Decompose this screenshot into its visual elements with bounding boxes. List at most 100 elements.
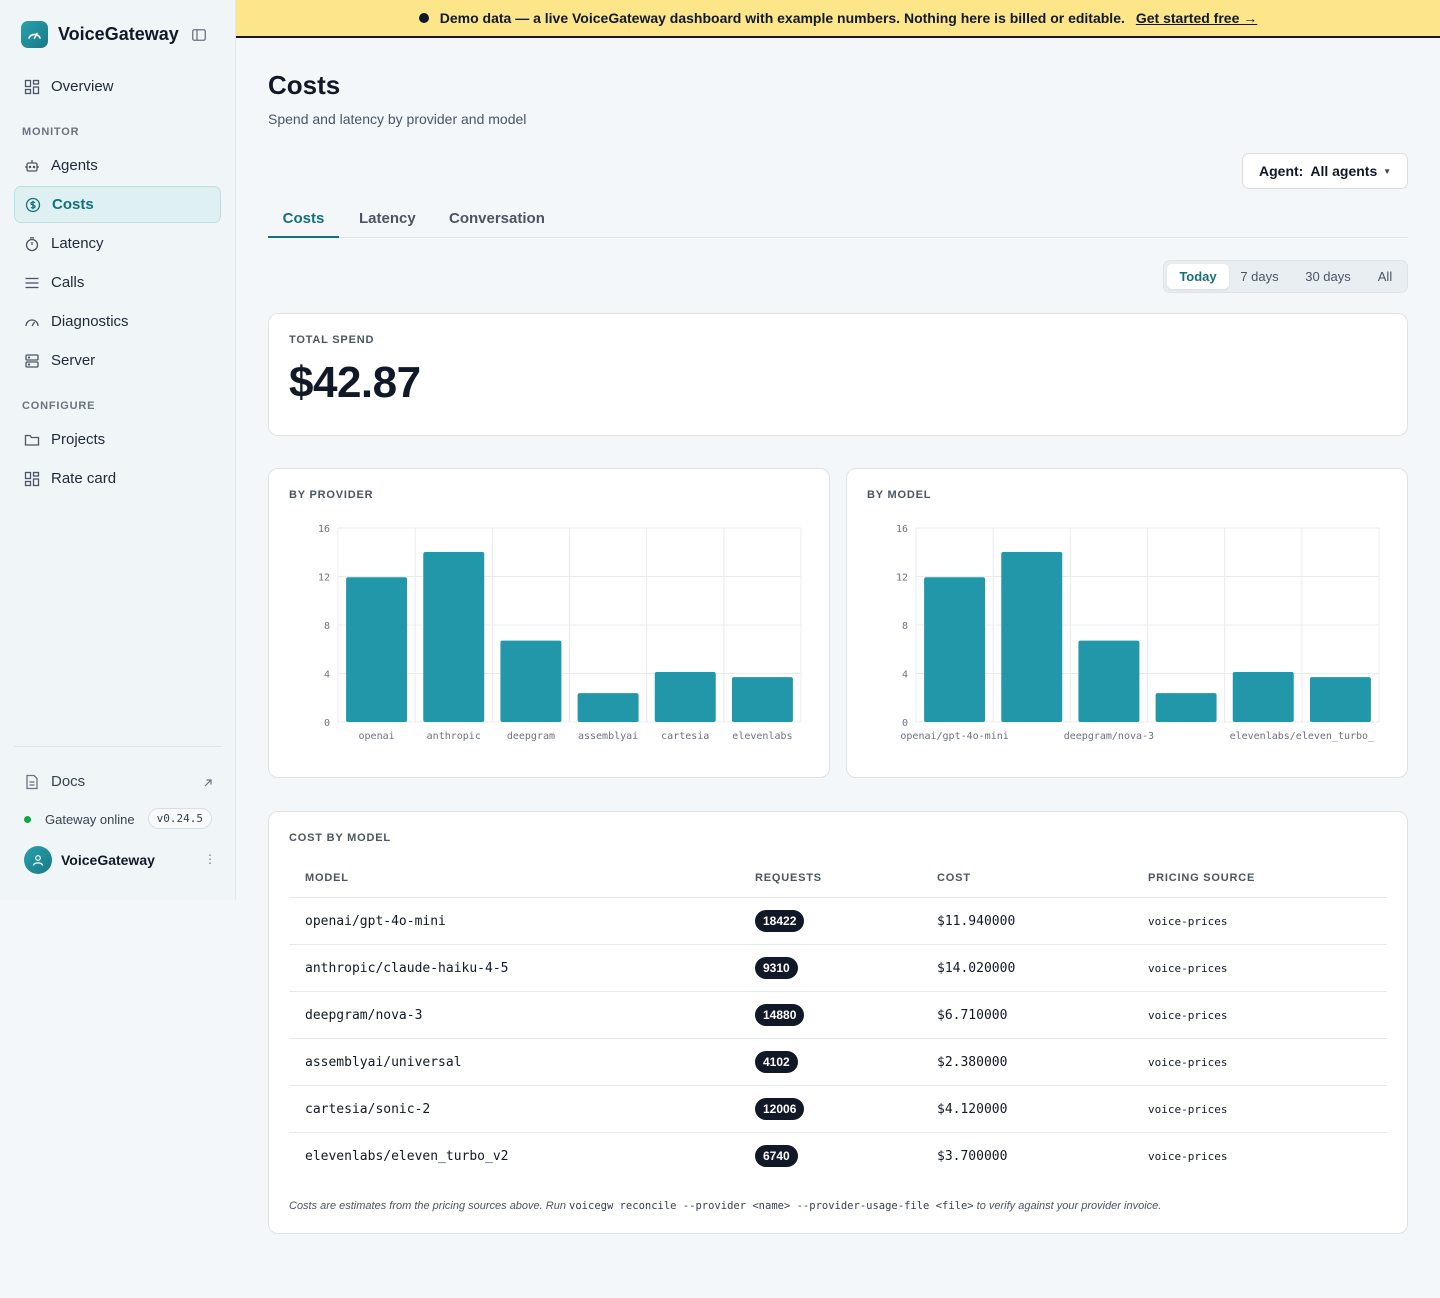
sidebar-item-agents[interactable]: Agents — [14, 147, 221, 184]
folder-icon — [24, 432, 40, 448]
range-all-button[interactable]: All — [1377, 269, 1393, 284]
agent-filter-select[interactable]: Agent: All agents ▼ — [1242, 153, 1408, 189]
column-header-pricing-source: PRICING SOURCE — [1148, 872, 1256, 884]
voicegateway-logo-icon — [21, 21, 48, 48]
model-cell: cartesia/sonic-2 — [305, 1101, 431, 1117]
x-tick-label: deepgram/nova-3 — [1064, 731, 1154, 742]
bot-icon — [24, 158, 40, 174]
sidebar-item-label: Rate card — [51, 470, 117, 487]
cost-cell: $14.020000 — [937, 960, 1016, 976]
gateway-status: Gateway online v0.24.5 — [24, 808, 212, 830]
requests-badge: 14880 — [755, 1004, 805, 1026]
requests-cell: 4102 — [755, 1039, 798, 1085]
sidebar-item-label: Projects — [51, 431, 106, 448]
range-today-button[interactable]: Today — [1167, 264, 1229, 289]
section-label-monitor: MONITOR — [22, 126, 80, 138]
cost-cell: $4.120000 — [937, 1101, 1008, 1117]
sidebar-item-label: Diagnostics — [51, 313, 129, 330]
tab-costs[interactable]: Costs — [268, 201, 339, 238]
footnote-command: voicegw reconcile --provider <name> --pr… — [569, 1200, 974, 1212]
page-title: Costs — [268, 70, 341, 100]
cost-cell: $6.710000 — [937, 1007, 1008, 1023]
y-tick-label: 12 — [318, 573, 330, 584]
sidebar-item-label: Agents — [51, 157, 98, 174]
bar — [346, 577, 408, 722]
by-model-label: BY MODEL — [867, 489, 932, 501]
pricing-source-cell: voice-prices — [1148, 1102, 1228, 1116]
x-tick-label: cartesia — [661, 731, 709, 742]
x-tick-label: deepgram — [507, 731, 555, 742]
cost-cell: $3.700000 — [937, 1148, 1008, 1164]
list-icon — [24, 275, 40, 291]
y-tick-label: 4 — [902, 670, 908, 681]
bar — [1078, 640, 1140, 722]
pricing-source-cell: voice-prices — [1148, 1055, 1228, 1069]
x-tick-label: elevenlabs/eleven_turbo_ — [1230, 731, 1375, 742]
requests-cell: 14880 — [755, 992, 805, 1038]
bar — [1001, 552, 1063, 722]
requests-cell: 6740 — [755, 1133, 798, 1179]
tab-latency[interactable]: Latency — [359, 210, 416, 227]
table-row: cartesia/sonic-2 12006 $4.120000 voice-pric… — [289, 1085, 1387, 1132]
server-icon — [24, 353, 40, 369]
cost-footnote: Costs are estimates from the pricing sou… — [289, 1200, 1161, 1212]
model-cell: elevenlabs/eleven_turbo_v2 — [305, 1148, 509, 1164]
by-provider-card: BY PROVIDER 0 4 8 12 16 openai anthropic deepgr… — [268, 468, 830, 778]
gauge-icon — [24, 314, 40, 330]
by-provider-chart: 0 4 8 12 16 openai anthropic deepgram assemblyai… — [318, 524, 802, 742]
external-link-icon — [203, 775, 213, 792]
range-30-days-button[interactable]: 30 days — [1305, 269, 1351, 284]
more-vertical-icon[interactable]: ⋮ — [204, 852, 216, 866]
tab-conversation[interactable]: Conversation — [449, 210, 545, 227]
agent-filter-value: All agents — [1310, 163, 1378, 179]
version-badge: v0.24.5 — [147, 808, 212, 829]
banner-dot-icon — [418, 13, 429, 23]
time-range-selector: Today 7 days 30 days All — [1163, 260, 1408, 293]
by-provider-label: BY PROVIDER — [289, 489, 374, 501]
model-cell: assemblyai/universal — [305, 1054, 462, 1070]
sidebar-item-calls[interactable]: Calls — [14, 264, 221, 301]
x-tick-label: openai — [359, 731, 395, 742]
pricing-source-cell: voice-prices — [1148, 1008, 1228, 1022]
sidebar-item-projects[interactable]: Projects — [14, 421, 221, 458]
bar — [500, 640, 562, 722]
range-7-days-button[interactable]: 7 days — [1240, 269, 1279, 284]
y-tick-label: 8 — [324, 621, 330, 632]
sidebar-item-rate-card[interactable]: Rate card — [14, 460, 221, 497]
y-tick-label: 16 — [318, 524, 330, 535]
bar — [1232, 672, 1294, 722]
cost-by-model-label: COST BY MODEL — [289, 832, 391, 844]
model-cell: deepgram/nova-3 — [305, 1007, 423, 1023]
by-model-card: BY MODEL 0 4 8 12 16 openai/gpt-4o-mini deepgr… — [846, 468, 1408, 778]
sidebar-item-docs[interactable]: Docs — [14, 763, 221, 800]
by-model-chart: 0 4 8 12 16 openai/gpt-4o-mini deepgram/nova-3… — [896, 524, 1380, 742]
page-subtitle: Spend and latency by provider and model — [268, 111, 527, 127]
section-label-configure: CONFIGURE — [22, 400, 96, 412]
sidebar-item-overview[interactable]: Overview — [14, 68, 221, 105]
sidebar-item-label: Costs — [52, 196, 94, 213]
table-row: openai/gpt-4o-mini 18422 $11.940000 voice-p… — [289, 897, 1387, 944]
caret-down-icon: ▼ — [1383, 167, 1391, 176]
document-icon — [24, 774, 40, 790]
banner-text: Demo data — a live VoiceGateway dashboar… — [439, 10, 1125, 26]
sidebar-collapse-icon[interactable] — [192, 28, 206, 42]
total-spend-card: TOTAL SPEND $42.87 — [268, 313, 1408, 436]
cost-cell: $11.940000 — [937, 913, 1016, 929]
sidebar: VoiceGateway Overview MONITOR Agents Cos… — [0, 0, 236, 900]
sidebar-item-server[interactable]: Server — [14, 342, 221, 379]
user-account[interactable]: VoiceGateway ⋮ — [24, 846, 216, 874]
requests-badge: 6740 — [755, 1145, 798, 1167]
y-tick-label: 8 — [902, 621, 908, 632]
requests-cell: 12006 — [755, 1086, 805, 1132]
grid-icon — [24, 471, 40, 487]
brand[interactable]: VoiceGateway — [21, 21, 179, 48]
y-tick-label: 16 — [896, 524, 908, 535]
sidebar-item-latency[interactable]: Latency — [14, 225, 221, 262]
sidebar-item-costs[interactable]: Costs — [14, 186, 221, 223]
demo-banner: Demo data — a live VoiceGateway dashboar… — [236, 0, 1440, 38]
sidebar-item-diagnostics[interactable]: Diagnostics — [14, 303, 221, 340]
y-tick-label: 0 — [902, 718, 908, 729]
status-text: Gateway online — [45, 811, 135, 827]
get-started-link[interactable]: Get started free → — [1135, 10, 1258, 26]
sidebar-item-label: Latency — [51, 235, 104, 252]
